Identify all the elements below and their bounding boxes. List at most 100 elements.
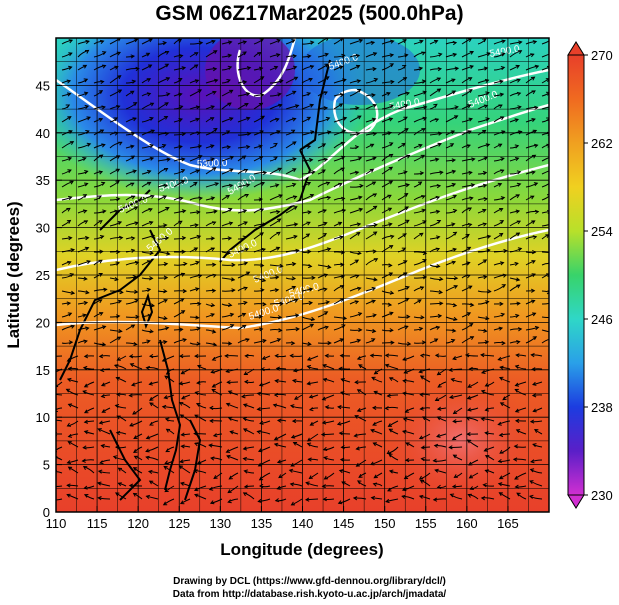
y-tick-label: 0 [43, 505, 50, 520]
wind-arrowhead [56, 383, 59, 388]
wind-arrowhead [386, 92, 391, 96]
wind-arrowhead [373, 277, 378, 282]
colorbar-tick-label: 270 [591, 48, 613, 63]
wind-arrowhead [133, 435, 138, 440]
wind-arrowhead [196, 234, 202, 239]
wind-arrowhead [161, 357, 167, 362]
wind-arrowhead [146, 260, 152, 265]
wind-arrowhead [308, 475, 313, 480]
wind-arrowhead [355, 64, 361, 69]
colorbar-tick-label: 262 [591, 136, 613, 151]
wind-arrowhead [292, 157, 297, 162]
wind-arrowhead [146, 78, 152, 82]
wind-arrowhead [532, 40, 538, 45]
wind-arrowhead [276, 338, 282, 343]
wind-arrowhead [163, 316, 168, 321]
wind-arrowhead [451, 222, 456, 227]
wind-arrowhead [294, 298, 299, 303]
contour-label: 5400.0 [489, 44, 521, 60]
wind-arrowhead [323, 287, 328, 292]
wind-arrowhead [261, 355, 267, 360]
wind-arrowhead [388, 222, 393, 227]
wind-arrowhead [453, 474, 458, 478]
wind-arrowhead [421, 79, 427, 84]
wind-arrowhead [132, 410, 137, 415]
wind-arrowhead [324, 405, 330, 410]
wind-streamline [56, 407, 63, 411]
wind-arrowhead [242, 209, 248, 214]
wind-arrowhead [439, 276, 444, 282]
wind-arrowhead [228, 207, 233, 212]
wind-arrowhead [532, 312, 537, 317]
wind-arrowhead [452, 356, 457, 361]
wind-arrowhead [83, 354, 89, 359]
wind-arrowhead [162, 501, 168, 506]
x-tick-label: 145 [333, 516, 355, 531]
wind-arrowhead [212, 90, 217, 95]
wind-arrowhead [195, 105, 201, 110]
wind-arrowhead [320, 432, 326, 437]
wind-arrowhead [261, 278, 267, 283]
wind-arrowhead [132, 274, 138, 280]
wind-arrowhead [226, 79, 231, 84]
wind-arrowhead [321, 169, 326, 174]
wind-arrowhead [357, 156, 363, 161]
wind-arrowhead [404, 409, 410, 413]
wind-arrowhead [420, 154, 426, 159]
wind-streamline [397, 206, 409, 214]
wind-arrowhead [515, 277, 521, 282]
wind-arrowhead [436, 77, 442, 82]
wind-arrowhead [112, 455, 118, 460]
wind-arrowhead [307, 341, 312, 346]
wind-arrowhead [243, 221, 248, 226]
wind-arrowhead [181, 249, 186, 254]
wind-streamline [541, 53, 549, 58]
wind-arrowhead [482, 483, 487, 488]
wind-arrowhead [435, 235, 441, 240]
wind-arrowhead [292, 168, 297, 173]
wind-arrowhead [468, 170, 473, 175]
wind-arrowhead [259, 327, 264, 332]
wind-arrowhead [436, 433, 441, 438]
wind-arrowhead [372, 103, 377, 108]
wind-arrowhead [322, 496, 327, 502]
wind-arrowhead [227, 53, 233, 58]
wind-arrowhead [403, 369, 408, 374]
wind-arrowhead [420, 315, 425, 320]
wind-arrowhead [530, 353, 535, 358]
wind-streamline [541, 40, 549, 45]
wind-arrowhead [295, 327, 300, 332]
wind-arrowhead [308, 407, 314, 412]
wind-streamline [381, 272, 393, 279]
wind-arrowhead [469, 323, 474, 327]
wind-arrowhead [259, 420, 264, 425]
wind-arrowhead [292, 117, 297, 122]
wind-arrowhead [231, 288, 236, 293]
wind-arrowhead [133, 206, 139, 211]
wind-streamline [221, 89, 233, 97]
wind-arrowhead [275, 275, 280, 280]
wind-arrowhead [292, 54, 298, 59]
wind-arrowhead [516, 492, 521, 497]
wind-arrowhead [371, 117, 377, 122]
wind-arrowhead [437, 313, 443, 319]
wind-arrowhead [210, 144, 215, 149]
wind-arrowhead [210, 105, 215, 110]
wind-arrowhead [118, 141, 123, 146]
wind-arrowhead [209, 500, 215, 505]
wind-arrowhead [307, 54, 312, 59]
wind-arrowhead [132, 117, 137, 122]
wind-arrowhead [244, 102, 249, 107]
wind-arrowhead [209, 418, 214, 424]
wind-arrowhead [195, 117, 200, 122]
wind-arrowhead [529, 468, 535, 473]
wind-arrowhead [499, 449, 504, 454]
wind-arrowhead [370, 495, 376, 501]
wind-arrowhead [516, 220, 522, 225]
wind-arrowhead [435, 195, 441, 201]
wind-arrowhead [179, 54, 184, 59]
wind-arrowhead [226, 454, 231, 459]
wind-arrowhead [405, 442, 410, 447]
wind-arrowhead [83, 383, 89, 388]
